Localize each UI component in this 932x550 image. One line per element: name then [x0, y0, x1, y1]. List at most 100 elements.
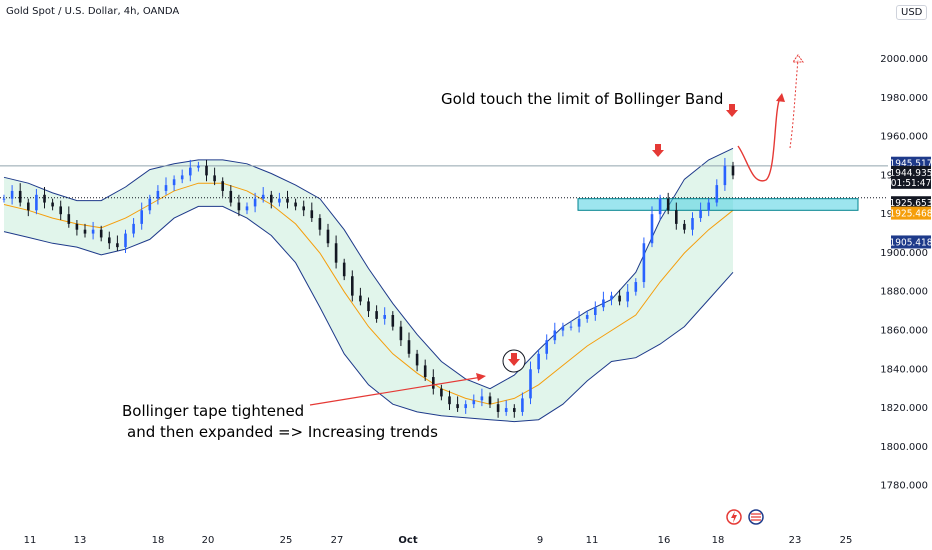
candle-body — [367, 301, 370, 312]
candle-body — [59, 206, 62, 215]
candle-body — [504, 408, 508, 412]
candle-body — [529, 369, 532, 399]
lightning-icon — [731, 511, 737, 523]
candle-body — [383, 315, 386, 319]
bollinger-bands — [0, 147, 888, 423]
candle-body — [626, 291, 629, 302]
candle-body — [351, 276, 354, 296]
candle-body — [326, 229, 330, 244]
candle-body — [189, 167, 192, 176]
candle-body — [399, 326, 403, 341]
candle-body — [456, 404, 459, 409]
annotations: Gold touch the limit of Bollinger Band Bo… — [122, 54, 804, 441]
candle-body — [658, 198, 662, 215]
candle-body — [707, 202, 710, 211]
candle-body — [634, 282, 638, 292]
candle-body — [156, 190, 160, 199]
annotation-tightened: Bollinger tape tightened — [122, 402, 304, 420]
candle-body — [261, 194, 265, 199]
price-axis-bg — [888, 0, 932, 550]
candle-body — [10, 190, 14, 199]
candle-body — [75, 223, 79, 230]
candle-body — [448, 396, 451, 405]
candle-body — [205, 165, 208, 176]
candle-body — [488, 396, 492, 405]
candle-body — [642, 243, 646, 283]
candle-body — [375, 311, 378, 319]
price-axis: 1780.000 1800.000 1820.000 1840.000 1860.000… — [880, 0, 932, 550]
candle-body — [286, 198, 289, 203]
y-tick-label: 1840.000 — [880, 364, 928, 375]
candle-body — [132, 223, 135, 234]
y-tick-label: 2000.000 — [880, 54, 928, 65]
candle-body — [124, 233, 127, 248]
candle-body — [253, 198, 257, 207]
x-tick-label: 16 — [658, 535, 671, 546]
candle-body — [496, 404, 500, 412]
price-label-text: 1945.517 — [890, 159, 932, 170]
candle-body — [423, 365, 427, 378]
candle-body — [148, 198, 152, 211]
candle-body — [545, 340, 548, 354]
candle-body — [221, 181, 224, 191]
candle-body — [245, 206, 249, 211]
x-tick-label: 13 — [74, 535, 87, 546]
candle-body — [723, 165, 727, 186]
candle-body — [440, 388, 443, 397]
y-tick-label: 1860.000 — [880, 326, 928, 337]
price-label-text: 1925.468 — [890, 209, 932, 220]
chart-title: Gold Spot / U.S. Dollar, 4h, OANDA — [6, 6, 180, 17]
candle-body — [610, 295, 613, 300]
y-tick-label: 1780.000 — [880, 481, 928, 492]
price-label-text: 1905.418 — [890, 237, 932, 248]
candle-body — [480, 396, 484, 401]
x-tick-label: Oct — [398, 535, 417, 546]
candle-body — [521, 398, 524, 412]
candle-body — [294, 202, 297, 207]
candle-body — [359, 295, 362, 302]
candle-body — [650, 214, 654, 244]
currency-button[interactable]: USD — [896, 5, 928, 20]
x-tick-label: 25 — [840, 535, 853, 546]
candles — [2, 157, 735, 418]
candle-body — [699, 210, 702, 219]
candle-body — [577, 318, 581, 327]
candle-body — [99, 229, 103, 238]
x-tick-label: 18 — [152, 535, 165, 546]
candle-body — [302, 206, 305, 211]
countdown-bg — [891, 175, 931, 189]
candle-body — [18, 190, 22, 203]
candle-body — [91, 229, 95, 234]
candle-body — [35, 194, 38, 211]
candle-body — [108, 237, 111, 244]
x-tick-label: 18 — [712, 535, 725, 546]
candle-body — [537, 353, 540, 370]
x-tick-label: 20 — [202, 535, 215, 546]
x-tick-label: 11 — [24, 535, 37, 546]
x-tick-label: 9 — [537, 535, 543, 546]
y-tick-label: 1900.000 — [880, 248, 928, 259]
candle-body — [618, 295, 621, 302]
forecast-curve — [737, 97, 781, 182]
candle-body — [213, 175, 216, 182]
candle-body — [83, 229, 87, 234]
candle-body — [602, 299, 605, 308]
candle-body — [391, 315, 395, 327]
price-label-bg — [891, 196, 931, 210]
candle-body — [140, 210, 143, 224]
candle-body — [334, 243, 338, 263]
candle-body — [553, 330, 557, 341]
y-tick-label: 1880.000 — [880, 287, 928, 298]
forecast-dotted-arrow-head — [792, 54, 804, 63]
y-tick-label: 1820.000 — [880, 403, 928, 414]
candle-body — [407, 340, 411, 354]
candle-body — [270, 194, 273, 203]
candle-body — [715, 185, 719, 203]
candle-body — [585, 315, 589, 319]
bollinger-middle — [3, 182, 734, 405]
time-axis-bg — [0, 528, 888, 550]
candle-body — [415, 353, 419, 366]
candle-body — [342, 262, 346, 277]
bollinger-fill — [4, 148, 733, 422]
